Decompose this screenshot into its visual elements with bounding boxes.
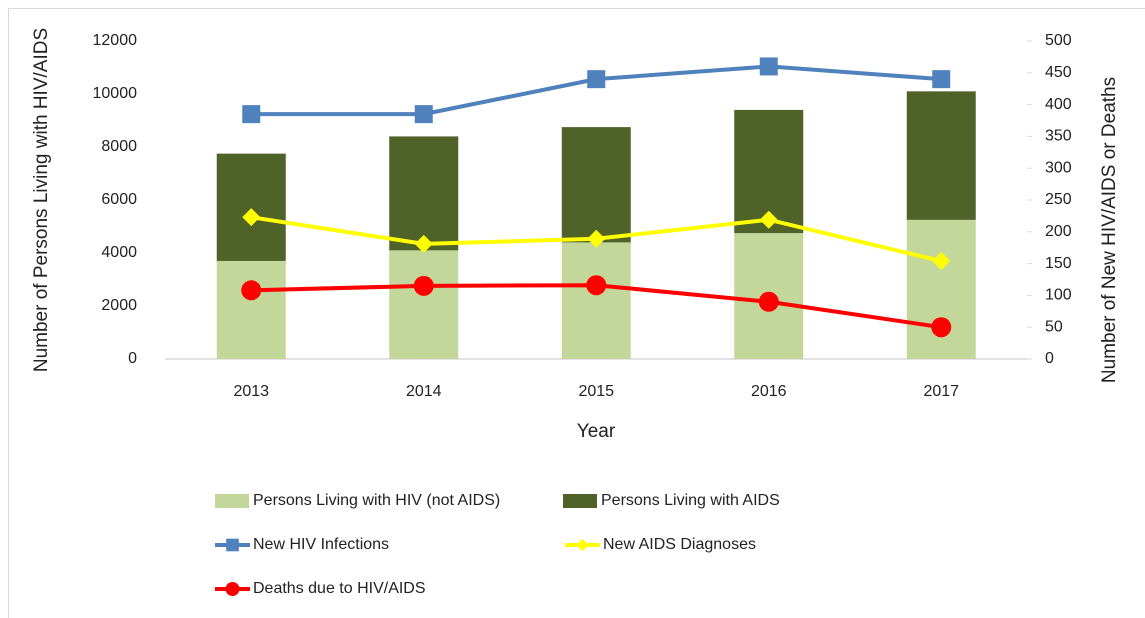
- line-marker: [587, 229, 606, 248]
- y2-tick-label: 400: [1045, 96, 1072, 113]
- legend-label: New HIV Infections: [253, 536, 389, 553]
- line-marker: [414, 234, 433, 253]
- line-marker: [759, 210, 778, 229]
- line-marker: [759, 57, 778, 76]
- y-tick-label: 2000: [101, 297, 137, 314]
- line-marker: [932, 70, 951, 89]
- line-marker: [931, 317, 952, 338]
- y-tick-label: 6000: [101, 191, 137, 208]
- legend-marker: [226, 538, 239, 552]
- legend-marker: [576, 538, 589, 552]
- x-tick-label: 2015: [578, 383, 614, 400]
- x-tick-label: 2016: [751, 383, 787, 400]
- line-marker: [587, 70, 606, 89]
- y2-tick-label: 200: [1045, 223, 1072, 240]
- legend-swatch: [215, 494, 249, 508]
- bar: [906, 91, 976, 220]
- y2-tick-label: 300: [1045, 159, 1072, 176]
- y2-tick-label: 500: [1045, 32, 1072, 49]
- x-axis-title: Year: [577, 421, 616, 442]
- legend-label: New AIDS Diagnoses: [603, 536, 756, 553]
- line-marker: [932, 252, 951, 271]
- legend-label: Persons Living with AIDS: [601, 492, 780, 509]
- y2-tick-label: 0: [1045, 350, 1054, 367]
- legend-marker: [225, 582, 240, 596]
- y2-tick-label: 100: [1045, 287, 1072, 304]
- y2-tick-label: 150: [1045, 255, 1072, 272]
- line-marker: [413, 275, 434, 296]
- bar: [561, 127, 631, 243]
- chart-frame: [8, 8, 1145, 618]
- line-marker: [414, 105, 433, 124]
- y-tick-label: 4000: [101, 244, 137, 261]
- line-marker: [242, 208, 261, 227]
- y-tick-label: 0: [128, 350, 137, 367]
- y2-tick-label: 350: [1045, 128, 1072, 145]
- x-tick-label: 2014: [406, 383, 442, 400]
- line-marker: [758, 291, 779, 312]
- y-tick-label: 10000: [93, 85, 138, 102]
- line-marker: [586, 275, 607, 296]
- line-marker: [242, 105, 261, 124]
- y2-axis-title: Number of New HIV/AIDS or Deaths: [1099, 77, 1120, 383]
- x-tick-label: 2017: [923, 383, 959, 400]
- x-tick-label: 2013: [233, 383, 269, 400]
- legend-label: Deaths due to HIV/AIDS: [253, 580, 426, 597]
- line-marker: [241, 280, 262, 301]
- bar: [906, 219, 976, 359]
- y-tick-label: 12000: [93, 32, 138, 49]
- y-axis-title: Number of Persons Living with HIV/AIDS: [31, 28, 52, 372]
- y2-tick-label: 450: [1045, 64, 1072, 81]
- y-tick-label: 8000: [101, 138, 137, 155]
- bar: [389, 136, 459, 251]
- bar: [389, 250, 459, 359]
- y2-tick-label: 50: [1045, 318, 1063, 335]
- legend-label: Persons Living with HIV (not AIDS): [253, 492, 500, 509]
- y2-tick-label: 250: [1045, 191, 1072, 208]
- bar: [216, 153, 286, 261]
- bar: [216, 260, 286, 359]
- bar: [561, 242, 631, 359]
- legend-swatch: [563, 494, 597, 508]
